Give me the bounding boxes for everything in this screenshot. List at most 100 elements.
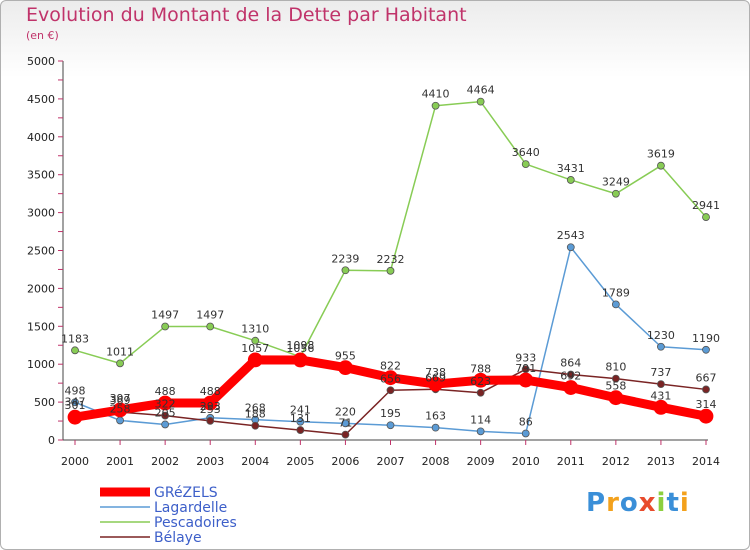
logo-letter: x <box>638 488 657 518</box>
data-point <box>338 360 353 376</box>
data-label: 2239 <box>331 252 359 265</box>
legend-label: Pescadoires <box>154 515 237 531</box>
data-label: 347 <box>65 396 86 409</box>
logo-letter: i <box>679 488 690 518</box>
data-label: 1497 <box>151 309 179 322</box>
data-label: 4410 <box>422 88 450 101</box>
data-label: 3249 <box>602 176 630 189</box>
data-label: 822 <box>380 360 401 373</box>
data-label: 1497 <box>196 309 224 322</box>
data-point <box>112 402 128 418</box>
x-tick-label: 2004 <box>241 455 269 468</box>
x-tick-label: 2002 <box>151 455 179 468</box>
data-point <box>521 429 530 438</box>
data-point <box>657 342 665 351</box>
y-tick-label: 2500 <box>27 245 55 258</box>
data-label: 188 <box>245 408 266 421</box>
data-label: 864 <box>560 357 581 370</box>
x-tick-label: 2005 <box>286 455 314 468</box>
logo-letter: i <box>656 488 667 518</box>
data-label: 2543 <box>557 229 585 242</box>
data-label: 301 <box>65 399 86 412</box>
data-label: 669 <box>425 371 446 384</box>
data-point <box>611 189 620 198</box>
series-lines <box>67 97 714 439</box>
data-point <box>251 336 260 345</box>
legend-label: Lagardelle <box>154 500 227 516</box>
data-label: 788 <box>470 362 491 375</box>
data-label: 791 <box>515 362 536 375</box>
data-label: 1789 <box>602 286 630 299</box>
data-point <box>518 372 534 388</box>
data-label: 431 <box>650 389 671 402</box>
data-label: 488 <box>200 385 221 398</box>
data-label: 3640 <box>512 146 540 159</box>
y-tick-label: 4000 <box>27 131 55 144</box>
data-point <box>341 430 350 439</box>
logo-letter: t <box>666 488 680 518</box>
data-point <box>476 388 485 397</box>
data-label: 2232 <box>377 253 405 266</box>
data-point <box>296 417 305 426</box>
x-tick-label: 2003 <box>196 455 224 468</box>
data-point <box>566 243 575 252</box>
x-tick-label: 2007 <box>377 455 405 468</box>
data-point <box>386 421 395 430</box>
data-point <box>67 409 83 425</box>
chart-subtitle: (en €) <box>26 29 59 42</box>
logo-letter: P <box>586 488 607 518</box>
data-label: 258 <box>110 402 131 415</box>
data-point <box>657 161 665 170</box>
data-label: 1057 <box>241 342 269 355</box>
proxiti-logo: Proxiti <box>586 488 690 518</box>
axes: 0 500 1000 1500 2000 2500 3000 3500 4000 4500 5000… <box>27 55 720 468</box>
y-tick-label: 1000 <box>27 358 55 371</box>
data-label: 195 <box>380 407 401 420</box>
y-tick-label: 0 <box>48 434 55 447</box>
data-label: 314 <box>696 398 717 411</box>
logo-letter: o <box>619 488 639 518</box>
data-point <box>251 421 260 430</box>
data-point <box>71 398 79 407</box>
chart-title: Evolution du Montant de la Dette par Hab… <box>26 4 467 26</box>
data-label: 205 <box>155 406 176 419</box>
data-label: 1056 <box>286 342 314 355</box>
x-tick-label: 2012 <box>602 455 630 468</box>
data-point <box>71 346 79 355</box>
data-point <box>383 370 398 386</box>
data-label: 4464 <box>467 84 495 97</box>
data-label: 1230 <box>647 329 675 342</box>
data-label: 1183 <box>61 332 89 345</box>
data-label: 131 <box>290 412 311 425</box>
data-label: 692 <box>560 370 581 383</box>
data-label: 220 <box>335 405 356 418</box>
data-label: 86 <box>519 415 533 428</box>
data-label: 71 <box>338 417 352 430</box>
y-tick-label: 500 <box>34 396 55 409</box>
data-point <box>476 97 485 106</box>
y-tick-label: 1500 <box>27 320 55 333</box>
data-point <box>161 322 170 331</box>
data-label: 737 <box>650 366 671 379</box>
data-point <box>476 427 485 436</box>
data-label: 738 <box>425 366 446 379</box>
data-label: 268 <box>245 402 266 415</box>
x-tick-label: 2009 <box>467 455 495 468</box>
data-point <box>157 395 173 411</box>
data-point <box>473 372 489 388</box>
data-label: 241 <box>290 404 311 417</box>
data-point <box>386 386 395 395</box>
y-tick-label: 3500 <box>27 169 55 182</box>
data-point <box>608 390 624 406</box>
data-label: 955 <box>335 350 356 363</box>
legend-label: Bélaye <box>154 530 202 546</box>
data-point <box>206 322 215 331</box>
data-labels: 301 397 488 488 1057 1056 955 822 738 788 791 692 55… <box>61 84 720 430</box>
data-point <box>566 176 575 184</box>
data-point <box>161 420 170 429</box>
data-label: 2941 <box>692 199 720 212</box>
data-point <box>521 160 530 168</box>
data-point <box>116 416 124 425</box>
